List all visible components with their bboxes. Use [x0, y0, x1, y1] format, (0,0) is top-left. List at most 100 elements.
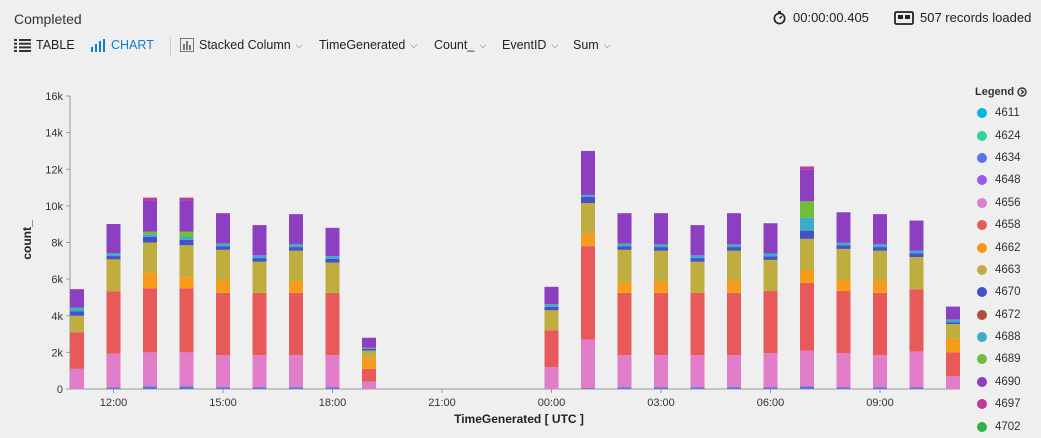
bar-segment	[544, 306, 559, 311]
bar-segment	[946, 319, 960, 323]
chevron-down-icon: ⌵	[551, 39, 559, 50]
y-tick-label: 6k	[51, 274, 63, 286]
bar-segment	[690, 387, 705, 389]
x-axis-label: TimeGenerated	[319, 38, 406, 52]
bar-segment	[873, 355, 887, 388]
bar-segment	[544, 304, 559, 307]
split-by-label: EventID	[502, 38, 547, 52]
bar-segment	[179, 386, 194, 389]
records-icon	[894, 10, 914, 25]
bar-segment	[946, 323, 960, 339]
legend-title[interactable]: Legend	[975, 86, 1041, 98]
x-axis-dropdown[interactable]: TimeGenerated ⌵	[319, 38, 417, 52]
bar-segment	[800, 230, 814, 239]
legend-item[interactable]: 4634	[977, 147, 1041, 169]
bar-segment	[362, 368, 376, 382]
bar-segment	[544, 330, 559, 368]
bar-segment	[946, 376, 960, 389]
legend-item[interactable]: 4624	[977, 124, 1041, 146]
bar-segment	[216, 246, 230, 250]
legend-item[interactable]: 4688	[977, 326, 1041, 348]
legend-label: 4663	[995, 263, 1021, 276]
chart-tab-label: CHART	[111, 38, 154, 52]
legend-label: 4648	[995, 174, 1021, 187]
y-axis-label: Count_	[434, 38, 475, 52]
legend-swatch	[977, 354, 987, 365]
bar-segment	[654, 355, 668, 388]
chart-type-dropdown[interactable]: Stacked Column ⌵	[180, 38, 303, 52]
bar-segment	[70, 368, 84, 389]
chevron-down-icon: ⌵	[603, 39, 611, 50]
bar-segment	[836, 387, 851, 389]
bar-segment	[654, 247, 668, 251]
bar-segment	[800, 217, 814, 231]
bar-segment	[106, 353, 121, 388]
bar-segment	[143, 272, 157, 289]
bar-segment	[690, 355, 705, 388]
legend-item[interactable]: 4662	[977, 236, 1041, 258]
bar-segment	[143, 237, 157, 243]
bar-segment	[325, 258, 340, 263]
bar-segment	[909, 289, 924, 352]
legend-swatch	[977, 108, 987, 119]
legend-item[interactable]: 4663	[977, 259, 1041, 281]
bar-segment	[179, 245, 194, 278]
bar-segment	[544, 286, 559, 305]
x-tick-label: 18:00	[319, 397, 347, 409]
y-tick-label: 8k	[51, 238, 63, 250]
aggregation-dropdown[interactable]: Sum ⌵	[573, 38, 611, 52]
bar-segment	[617, 249, 632, 282]
stacked-column-icon	[180, 38, 194, 52]
legend-swatch	[977, 152, 987, 163]
bar-segment	[289, 355, 303, 388]
bar-segment	[143, 242, 157, 273]
aggregation-label: Sum	[573, 38, 599, 52]
y-axis-dropdown[interactable]: Count_ ⌵	[434, 38, 486, 52]
chart-type-label: Stacked Column	[199, 38, 291, 52]
bar-segment	[617, 387, 632, 389]
split-by-dropdown[interactable]: EventID ⌵	[502, 38, 558, 52]
legend-item[interactable]: 4648	[977, 169, 1041, 191]
bar-segment	[727, 387, 741, 389]
bar-segment	[946, 322, 960, 324]
legend-item[interactable]: 4702	[977, 415, 1041, 437]
legend-swatch	[977, 376, 987, 387]
y-tick-label: 10k	[45, 201, 63, 213]
bar-segment	[800, 238, 814, 270]
legend-item[interactable]: 4658	[977, 214, 1041, 236]
refresh-icon	[1017, 87, 1027, 97]
bar-segment	[763, 256, 778, 260]
status-label: Completed	[14, 11, 82, 27]
legend-item[interactable]: 4656	[977, 192, 1041, 214]
legend-item[interactable]: 4697	[977, 393, 1041, 415]
bar-segment	[325, 387, 340, 389]
bar-segment	[581, 203, 595, 234]
bar-segment	[252, 387, 267, 389]
legend-item[interactable]: 4690	[977, 371, 1041, 393]
bar-segment	[946, 352, 960, 377]
legend-swatch	[977, 130, 987, 141]
legend-swatch	[977, 242, 987, 253]
bar-segment	[70, 307, 84, 312]
chart-tab[interactable]: CHART	[91, 38, 154, 52]
legend-item[interactable]: 4611	[977, 102, 1041, 124]
bar-segment	[617, 355, 632, 388]
bar-segment	[763, 259, 778, 292]
legend-item[interactable]: 4672	[977, 304, 1041, 326]
table-tab[interactable]: TABLE	[14, 38, 75, 52]
bar-segment	[581, 196, 595, 204]
table-icon	[14, 38, 31, 52]
legend-item[interactable]: 4670	[977, 281, 1041, 303]
bar-segment	[179, 200, 194, 232]
legend-item[interactable]: 4689	[977, 348, 1041, 370]
bar-segment	[946, 306, 960, 320]
x-tick-label: 09:00	[866, 397, 894, 409]
bar-segment	[289, 214, 303, 245]
bar-segment	[763, 253, 778, 257]
bar-segment	[690, 258, 705, 262]
bar-segment	[362, 357, 376, 369]
bar-segment	[654, 292, 668, 356]
bar-segment	[727, 355, 741, 388]
bar-segment	[617, 213, 632, 244]
bar-chart-icon	[91, 38, 105, 52]
